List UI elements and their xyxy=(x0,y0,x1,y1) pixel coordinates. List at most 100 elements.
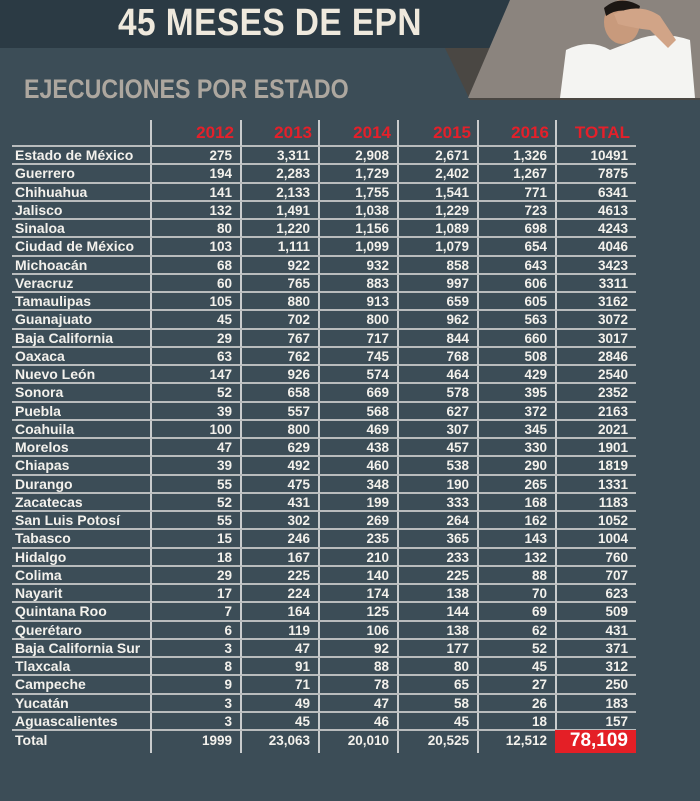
value-cell: 132 xyxy=(150,201,240,219)
value-cell: 800 xyxy=(240,420,318,438)
value-cell: 3 xyxy=(150,712,240,730)
value-cell: 275 xyxy=(150,147,240,164)
value-cell: 307 xyxy=(397,420,477,438)
value-cell: 125 xyxy=(318,603,397,621)
value-cell: 1819 xyxy=(555,457,636,475)
value-cell: 18 xyxy=(150,548,240,566)
table-row: Querétaro 6 119 106 138 62 431 xyxy=(12,621,636,640)
value-cell: 508 xyxy=(477,347,555,365)
table-row: Coahuila 100 800 469 307 345 2021 xyxy=(12,420,636,439)
value-cell: 29 xyxy=(150,566,240,584)
column-header: 2012 xyxy=(150,120,240,146)
executions-table: 2012 2013 2014 2015 2016 TOTAL Estado de Méxic… xyxy=(12,120,636,753)
state-name-cell: Guanajuato xyxy=(15,311,93,328)
column-header: 2016 xyxy=(477,120,555,146)
value-cell: 702 xyxy=(240,311,318,329)
value-cell: 168 xyxy=(477,493,555,511)
table-row: Estado de México 275 3,311 2,908 2,671 1,326 1… xyxy=(12,147,636,166)
value-cell: 460 xyxy=(318,457,397,475)
value-cell: 6 xyxy=(150,621,240,639)
value-cell: 1,326 xyxy=(477,147,555,164)
value-cell: 723 xyxy=(477,201,555,219)
value-cell: 457 xyxy=(397,439,477,456)
value-cell: 568 xyxy=(318,402,397,420)
table-row: Zacatecas 52 431 199 333 168 1183 xyxy=(12,493,636,512)
value-cell: 345 xyxy=(477,420,555,438)
table-row: Baja California Sur 3 47 92 177 52 371 xyxy=(12,639,636,658)
value-cell: 269 xyxy=(318,512,397,529)
value-cell: 1999 xyxy=(150,731,240,753)
value-cell: 52 xyxy=(150,493,240,511)
value-cell: 105 xyxy=(150,293,240,310)
value-cell: 140 xyxy=(318,566,397,584)
value-cell: 330 xyxy=(477,439,555,456)
state-name-cell: Chiapas xyxy=(15,457,70,474)
value-cell: 2352 xyxy=(555,384,636,402)
value-cell: 4243 xyxy=(555,220,636,237)
value-cell: 348 xyxy=(318,475,397,493)
value-cell: 71 xyxy=(240,676,318,694)
value-cell: 1,229 xyxy=(397,201,477,219)
table-row: Michoacán 68 922 932 858 643 3423 xyxy=(12,256,636,275)
value-cell: 15 xyxy=(150,530,240,548)
value-cell: 167 xyxy=(240,548,318,566)
value-cell: 365 xyxy=(397,530,477,548)
value-cell: 605 xyxy=(477,293,555,310)
state-name-cell: Tlaxcala xyxy=(15,658,71,674)
table-row: Chihuahua 141 2,133 1,755 1,541 771 6341 xyxy=(12,183,636,202)
value-cell: 1004 xyxy=(555,530,636,548)
state-name-cell: Ciudad de México xyxy=(15,238,135,255)
value-cell: 932 xyxy=(318,256,397,274)
value-cell: 199 xyxy=(318,493,397,511)
state-name-cell: Durango xyxy=(15,475,73,492)
value-cell: 1,038 xyxy=(318,201,397,219)
value-cell: 3162 xyxy=(555,293,636,310)
value-cell: 3423 xyxy=(555,256,636,274)
value-cell: 141 xyxy=(150,183,240,201)
table-row: Tamaulipas 105 880 913 659 605 3162 xyxy=(12,293,636,312)
state-name-cell: Zacatecas xyxy=(15,493,83,510)
table-row: Hidalgo 18 167 210 233 132 760 xyxy=(12,548,636,567)
value-cell: 492 xyxy=(240,457,318,475)
value-cell: 194 xyxy=(150,165,240,183)
value-cell: 1,267 xyxy=(477,165,555,183)
value-cell: 88 xyxy=(477,566,555,584)
value-cell: 68 xyxy=(150,256,240,274)
state-name-cell: Coahuila xyxy=(15,420,75,437)
value-cell: 660 xyxy=(477,329,555,347)
state-name-cell: Tamaulipas xyxy=(15,293,91,309)
president-photo xyxy=(445,0,700,100)
value-cell: 210 xyxy=(318,548,397,566)
value-cell: 290 xyxy=(477,457,555,475)
value-cell: 2163 xyxy=(555,402,636,420)
value-cell: 2,671 xyxy=(397,147,477,164)
value-cell: 29 xyxy=(150,329,240,347)
value-cell: 7 xyxy=(150,603,240,621)
table-row: Sinaloa 80 1,220 1,156 1,089 698 4243 xyxy=(12,220,636,239)
value-cell: 880 xyxy=(240,293,318,310)
value-cell: 717 xyxy=(318,329,397,347)
value-cell: 627 xyxy=(397,402,477,420)
table-row: Chiapas 39 492 460 538 290 1819 xyxy=(12,457,636,476)
column-header: TOTAL xyxy=(555,120,636,146)
value-cell: 1,729 xyxy=(318,165,397,183)
value-cell: 509 xyxy=(555,603,636,621)
value-cell: 8 xyxy=(150,658,240,675)
value-cell: 3311 xyxy=(555,274,636,292)
value-cell: 246 xyxy=(240,530,318,548)
value-cell: 606 xyxy=(477,274,555,292)
value-cell: 183 xyxy=(555,694,636,712)
value-cell: 23,063 xyxy=(240,731,318,753)
value-cell: 52 xyxy=(477,639,555,657)
table-row: Colima 29 225 140 225 88 707 xyxy=(12,566,636,585)
value-cell: 157 xyxy=(555,712,636,730)
value-cell: 80 xyxy=(150,220,240,237)
total-row: Total 1999 23,063 20,010 20,525 12,512 78,109 xyxy=(12,730,636,753)
table-row: Oaxaca 63 762 745 768 508 2846 xyxy=(12,347,636,366)
value-cell: 2,133 xyxy=(240,183,318,201)
value-cell: 643 xyxy=(477,256,555,274)
table-row: Tabasco 15 246 235 365 143 1004 xyxy=(12,530,636,549)
state-name-cell: Veracruz xyxy=(15,274,74,291)
value-cell: 913 xyxy=(318,293,397,310)
state-name-cell: Nayarit xyxy=(15,585,63,601)
